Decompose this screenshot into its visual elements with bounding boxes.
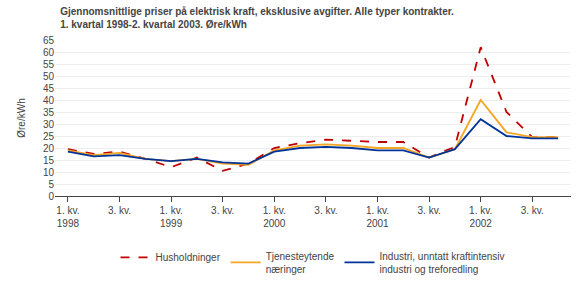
svg-text:1. kv.2001: 1. kv.2001: [366, 205, 389, 229]
svg-text:1. kv.2002: 1. kv.2002: [469, 205, 492, 229]
svg-text:50: 50: [43, 71, 55, 82]
svg-text:1. kv.1999: 1. kv.1999: [160, 205, 183, 229]
svg-text:1. kv.2000: 1. kv.2000: [263, 205, 286, 229]
svg-text:25: 25: [43, 131, 55, 142]
svg-text:65: 65: [43, 35, 55, 46]
svg-text:3. kv.: 3. kv.: [521, 205, 544, 216]
svg-text:3. kv.: 3. kv.: [314, 205, 337, 216]
svg-text:Gjennomsnittlige priser på ele: Gjennomsnittlige priser på elektrisk kra…: [60, 6, 454, 30]
svg-text:45: 45: [43, 83, 55, 94]
svg-text:Øre/kWh: Øre/kWh: [16, 98, 27, 137]
svg-text:3. kv.: 3. kv.: [418, 205, 441, 216]
svg-text:20: 20: [43, 143, 55, 154]
svg-text:5: 5: [48, 179, 54, 190]
svg-text:40: 40: [43, 95, 55, 106]
svg-text:0: 0: [48, 191, 54, 202]
svg-text:3. kv.: 3. kv.: [108, 205, 131, 216]
svg-text:55: 55: [43, 59, 55, 70]
svg-text:30: 30: [43, 119, 55, 130]
svg-text:60: 60: [43, 47, 55, 58]
svg-text:3. kv.: 3. kv.: [211, 205, 234, 216]
svg-text:10: 10: [43, 167, 55, 178]
svg-text:15: 15: [43, 155, 55, 166]
svg-text:Industri, unntatt kraftintensi: Industri, unntatt kraftintensivindustri …: [379, 251, 504, 275]
svg-text:35: 35: [43, 107, 55, 118]
svg-text:1. kv.1998: 1. kv.1998: [56, 205, 79, 229]
svg-text:Tjenesteytendenæringer: Tjenesteytendenæringer: [266, 251, 335, 275]
svg-text:Husholdninger: Husholdninger: [156, 252, 221, 263]
